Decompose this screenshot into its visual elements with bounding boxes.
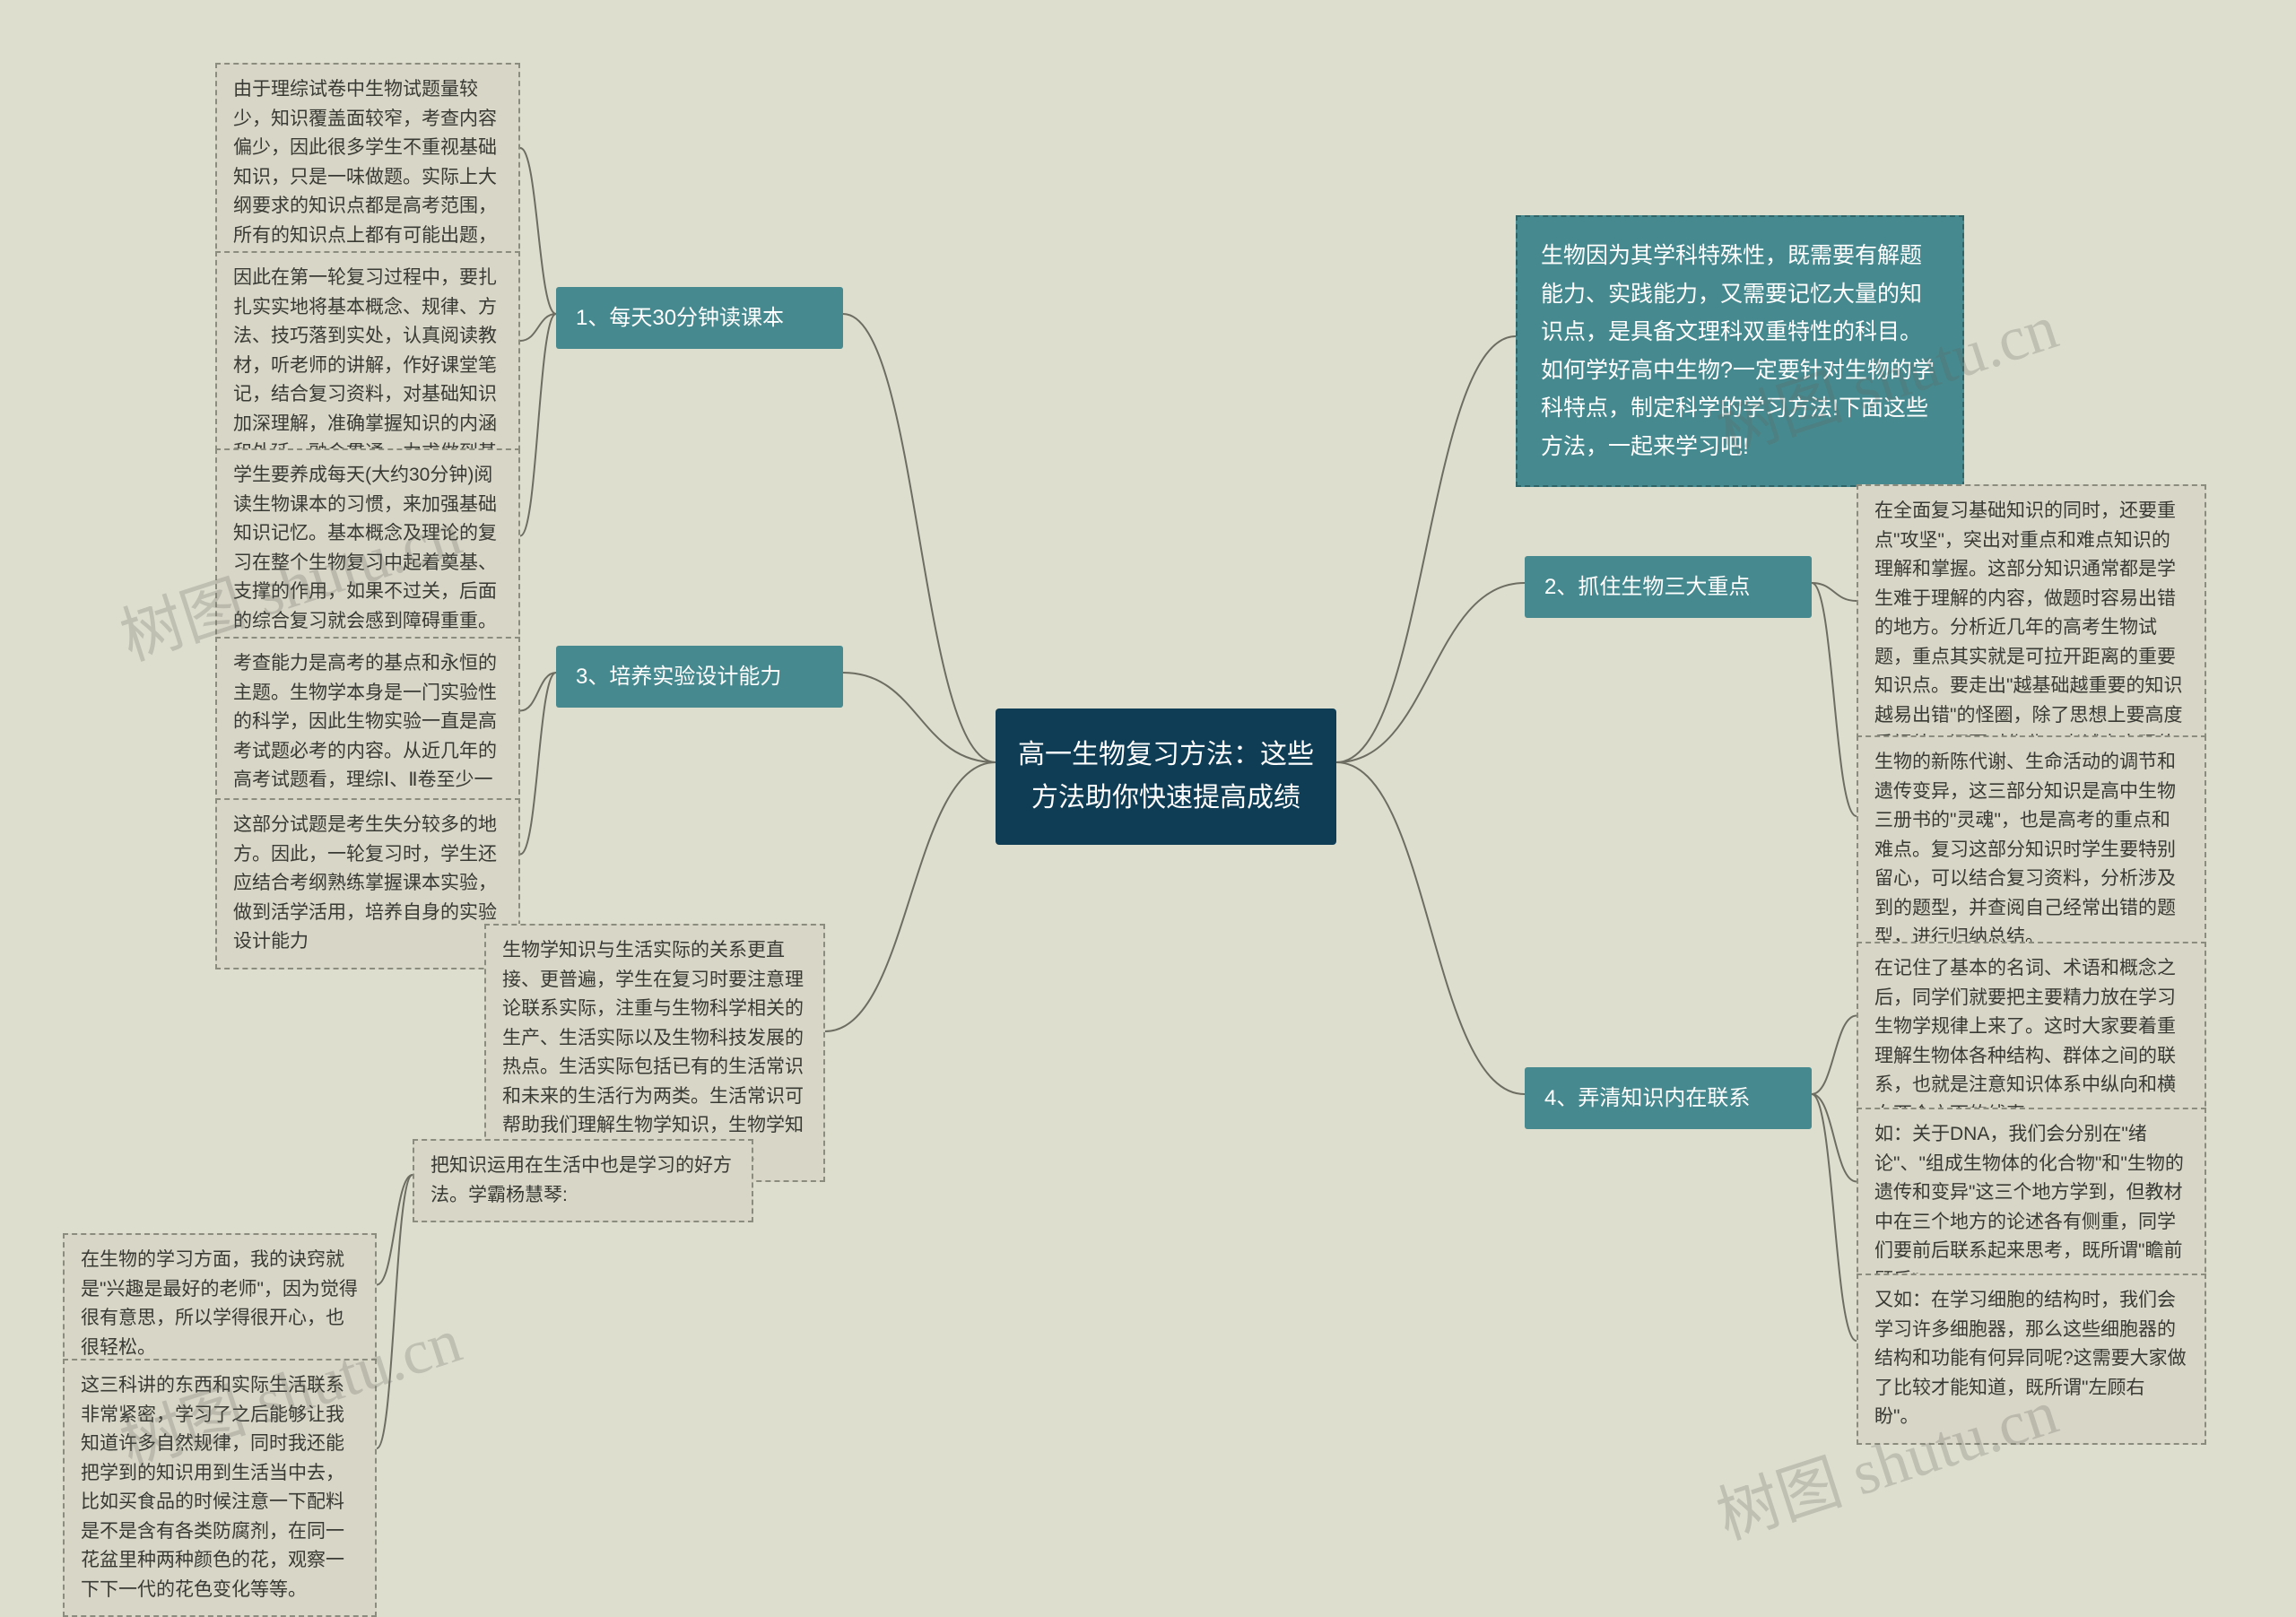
topic-3-label: 3、培养实验设计能力	[576, 665, 781, 689]
leaf-5b[interactable]: 把知识运用在生活中也是学习的好方法。学霸杨慧琴:	[413, 1139, 753, 1222]
leaf-5a-text: 生物学知识与生活实际的关系更直接、更普遍，学生在复习时要注意理论联系实际，注重与…	[502, 940, 804, 1165]
leaf-2b-text: 生物的新陈代谢、生命活动的调节和遗传变异，这三部分知识是高中生物三册书的"灵魂"…	[1874, 752, 2176, 947]
root-node[interactable]: 高一生物复习方法：这些 方法助你快速提高成绩	[996, 709, 1336, 845]
root-line1: 高一生物复习方法：这些	[1018, 740, 1314, 769]
leaf-5c[interactable]: 在生物的学习方面，我的诀窍就是"兴趣是最好的老师"，因为觉得很有意思，所以学得很…	[63, 1233, 377, 1375]
leaf-5d[interactable]: 这三科讲的东西和实际生活联系非常紧密，学习了之后能够让我知道许多自然规律，同时我…	[63, 1359, 377, 1617]
leaf-5c-text: 在生物的学习方面，我的诀窍就是"兴趣是最好的老师"，因为觉得很有意思，所以学得很…	[81, 1249, 358, 1358]
leaf-4c-text: 又如：在学习细胞的结构时，我们会学习许多细胞器，那么这些细胞器的结构和功能有何异…	[1874, 1290, 2187, 1427]
topic-1[interactable]: 1、每天30分钟读课本	[556, 287, 843, 349]
intro-node[interactable]: 生物因为其学科特殊性，既需要有解题能力、实践能力，又需要记忆大量的知识点，是具备…	[1516, 215, 1964, 487]
leaf-5d-text: 这三科讲的东西和实际生活联系非常紧密，学习了之后能够让我知道许多自然规律，同时我…	[81, 1375, 344, 1600]
leaf-4c[interactable]: 又如：在学习细胞的结构时，我们会学习许多细胞器，那么这些细胞器的结构和功能有何异…	[1857, 1274, 2206, 1445]
intro-text: 生物因为其学科特殊性，既需要有解题能力、实践能力，又需要记忆大量的知识点，是具备…	[1541, 243, 1935, 459]
topic-2[interactable]: 2、抓住生物三大重点	[1525, 556, 1812, 618]
topic-1-label: 1、每天30分钟读课本	[576, 306, 784, 330]
leaf-3b[interactable]: 这部分试题是考生失分较多的地方。因此，一轮复习时，学生还应结合考纲熟练掌握课本实…	[215, 798, 520, 969]
leaf-3b-text: 这部分试题是考生失分较多的地方。因此，一轮复习时，学生还应结合考纲熟练掌握课本实…	[233, 814, 497, 952]
leaf-2b[interactable]: 生物的新陈代谢、生命活动的调节和遗传变异，这三部分知识是高中生物三册书的"灵魂"…	[1857, 735, 2206, 965]
leaf-5b-text: 把知识运用在生活中也是学习的好方法。学霸杨慧琴:	[430, 1155, 732, 1205]
leaf-4a-text: 在记住了基本的名词、术语和概念之后，同学们就要把主要精力放在学习生物学规律上来了…	[1874, 958, 2176, 1125]
root-line2: 方法助你快速提高成绩	[1031, 783, 1300, 813]
topic-3[interactable]: 3、培养实验设计能力	[556, 646, 843, 708]
leaf-4b-text: 如：关于DNA，我们会分别在"绪论"、"组成生物体的化合物"和"生物的遗传和变异…	[1874, 1124, 2184, 1291]
topic-2-label: 2、抓住生物三大重点	[1544, 575, 1750, 599]
topic-4-label: 4、弄清知识内在联系	[1544, 1086, 1750, 1110]
topic-4[interactable]: 4、弄清知识内在联系	[1525, 1067, 1812, 1129]
